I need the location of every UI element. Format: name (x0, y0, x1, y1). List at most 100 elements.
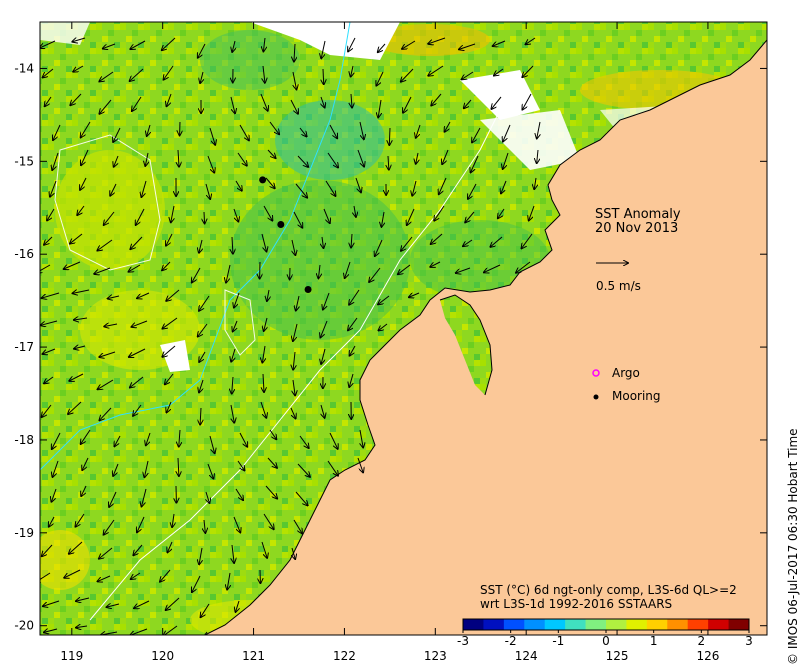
current-vector-arrow (164, 65, 174, 80)
current-vector-arrow (227, 572, 230, 590)
current-vector-arrow (463, 239, 473, 246)
current-vector-arrow (232, 236, 233, 254)
longitude-axis: 119 120 121 122 123 124 125 126 (60, 22, 719, 663)
current-vector-arrow (80, 177, 87, 190)
colorbar-segment (585, 619, 607, 630)
warm-anomaly-patch (40, 530, 90, 590)
current-vector-arrow (456, 267, 471, 273)
current-vector-arrow (166, 597, 180, 610)
current-vector-arrow (293, 379, 295, 395)
current-vector-arrow (40, 40, 56, 48)
current-vector-arrow (293, 351, 295, 370)
current-vector-arrow (192, 267, 201, 282)
current-vector-arrow (263, 373, 264, 392)
current-vector-arrow (114, 155, 119, 167)
current-vector-arrow (198, 323, 208, 336)
current-vector-arrow (237, 460, 244, 470)
current-vector-arrow (297, 155, 308, 167)
current-vector-arrow (299, 127, 307, 136)
current-vector-arrow (295, 183, 307, 198)
current-vector-arrow (263, 205, 272, 221)
current-vector-arrow (74, 346, 86, 349)
current-vector-arrow (265, 177, 275, 188)
current-vector-arrow (99, 99, 112, 114)
current-vector-arrow (200, 407, 201, 425)
current-vector-arrow (40, 572, 51, 583)
current-vector-arrow (445, 121, 451, 132)
current-vector-arrow (82, 457, 89, 470)
colorbar-ticks: -3 -2 -1 0 1 2 3 (457, 630, 753, 648)
current-vector-arrow (99, 351, 116, 357)
current-vector-arrow (412, 180, 417, 196)
current-vector-arrow (146, 432, 151, 445)
current-vector-arrow (70, 93, 82, 105)
current-vector-arrow (104, 211, 115, 225)
argo-legend-symbol (592, 369, 600, 377)
current-vector-arrow (323, 292, 330, 310)
inlet-coastline (439, 294, 493, 396)
current-vector-arrow (493, 40, 506, 46)
current-vector-arrow (522, 65, 534, 77)
current-vector-arrow (99, 71, 114, 81)
current-vector-arrow (73, 65, 84, 72)
current-vector-arrow (132, 96, 142, 111)
current-vector-arrow (262, 345, 265, 363)
current-vector-arrow (471, 155, 479, 172)
current-vector-arrow (226, 264, 231, 283)
current-vector-arrow (351, 93, 352, 108)
current-vector-arrow (107, 604, 120, 607)
current-vector-arrow (349, 289, 360, 305)
current-vector-arrow (131, 320, 148, 327)
argo-legend-label: Argo (612, 366, 640, 380)
current-vector-arrow (51, 488, 57, 502)
current-vector-arrow (269, 121, 279, 134)
current-vector-arrow (233, 320, 238, 331)
coastline (204, 39, 767, 635)
current-vector-arrow (98, 575, 111, 581)
current-vector-arrow (462, 71, 474, 79)
current-vector-arrow (490, 236, 503, 247)
current-vector-arrow (526, 37, 536, 44)
current-vector-arrow (172, 513, 174, 527)
current-vector-arrow (416, 124, 421, 138)
current-vector-arrow (503, 152, 509, 169)
current-vector-arrow (233, 208, 238, 222)
lon-tick-label: 125 (606, 649, 629, 663)
current-vector-arrow (537, 149, 538, 163)
current-vector-arrow (47, 208, 55, 220)
current-vector-arrow (263, 65, 265, 83)
current-vector-arrow (322, 236, 323, 248)
current-vector-arrow (323, 68, 324, 84)
current-vector-arrow (465, 211, 475, 222)
current-vector-arrow (142, 488, 147, 506)
current-vector-arrow (351, 65, 353, 77)
current-vector-arrow (64, 569, 81, 578)
current-vector-arrow (529, 205, 535, 220)
current-vector-arrow (297, 463, 310, 477)
current-vector-arrow (381, 211, 384, 227)
current-vector-arrow (293, 519, 302, 533)
current-vector-arrow (200, 71, 203, 83)
current-vector-arrow (295, 491, 308, 505)
colorbar-tick-label: -1 (552, 634, 564, 648)
current-vector-arrow (292, 547, 295, 559)
current-vector-arrow (129, 348, 146, 357)
current-vector-arrow (321, 404, 325, 418)
current-vector-arrow (73, 290, 90, 293)
current-vector-arrow (231, 348, 235, 362)
current-vector-arrow (349, 373, 353, 387)
current-vector-arrow (403, 96, 412, 113)
current-vector-arrow (321, 348, 326, 364)
current-vector-arrow (81, 121, 91, 137)
current-vector-arrow (42, 292, 60, 298)
current-vector-arrow (76, 626, 88, 628)
current-vector-arrow (44, 629, 58, 632)
current-vector-arrow (45, 96, 52, 106)
current-vector-arrow (296, 295, 299, 311)
current-vector-arrow (431, 93, 442, 105)
current-vector-arrow (108, 296, 120, 299)
current-vector-arrow (81, 429, 91, 444)
current-vector-arrow (260, 93, 268, 111)
current-vector-arrow (237, 152, 247, 166)
lat-tick-label: -16 (14, 247, 34, 261)
